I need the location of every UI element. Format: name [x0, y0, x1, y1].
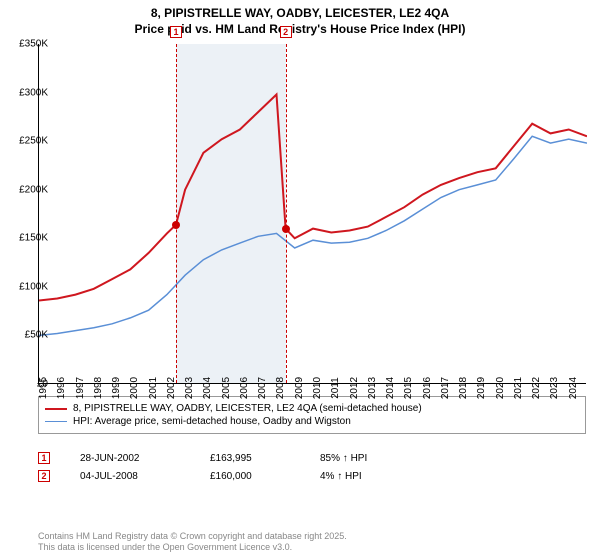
x-tick-label: 2012 — [349, 377, 360, 399]
title-subtitle: Price paid vs. HM Land Registry's House … — [0, 22, 600, 38]
annotation-marker: 2 — [280, 26, 292, 38]
legend-label: 8, PIPISTRELLE WAY, OADBY, LEICESTER, LE… — [73, 403, 422, 414]
annotation-marker: 1 — [170, 26, 182, 38]
sale-marker-icon: 2 — [38, 470, 50, 482]
x-tick-label: 2000 — [129, 377, 140, 399]
chart-area: 12 — [38, 44, 586, 384]
x-tick-label: 2023 — [549, 377, 560, 399]
x-tick-label: 2003 — [184, 377, 195, 399]
sale-delta: 85% ↑ HPI — [320, 453, 367, 464]
line-series — [39, 44, 587, 384]
chart-title: 8, PIPISTRELLE WAY, OADBY, LEICESTER, LE… — [0, 0, 600, 37]
x-tick-label: 1995 — [38, 377, 49, 399]
x-tick-label: 2017 — [440, 377, 451, 399]
x-tick-label: 1996 — [56, 377, 67, 399]
sale-delta: 4% ↑ HPI — [320, 471, 362, 482]
x-tick-label: 2020 — [495, 377, 506, 399]
x-tick-label: 2024 — [568, 377, 579, 399]
x-tick-label: 2014 — [385, 377, 396, 399]
x-tick-label: 2009 — [294, 377, 305, 399]
legend-swatch — [45, 408, 67, 410]
sale-row: 2 04-JUL-2008 £160,000 4% ↑ HPI — [38, 470, 586, 482]
legend-item: 8, PIPISTRELLE WAY, OADBY, LEICESTER, LE… — [45, 403, 579, 414]
legend-swatch — [45, 421, 67, 422]
x-tick-label: 2013 — [367, 377, 378, 399]
x-tick-label: 2004 — [202, 377, 213, 399]
sale-row: 1 28-JUN-2002 £163,995 85% ↑ HPI — [38, 452, 586, 464]
sale-price: £163,995 — [210, 453, 290, 464]
footer-line2: This data is licensed under the Open Gov… — [38, 542, 347, 554]
x-tick-label: 2015 — [403, 377, 414, 399]
y-tick-label: £250K — [8, 136, 48, 147]
sales-table: 1 28-JUN-2002 £163,995 85% ↑ HPI 2 04-JUL-200… — [38, 446, 586, 488]
title-address: 8, PIPISTRELLE WAY, OADBY, LEICESTER, LE… — [0, 6, 600, 22]
series-hpi — [39, 136, 587, 335]
x-tick-label: 1998 — [93, 377, 104, 399]
y-tick-label: £350K — [8, 39, 48, 50]
x-tick-label: 2006 — [239, 377, 250, 399]
x-tick-label: 1997 — [75, 377, 86, 399]
y-tick-label: £100K — [8, 281, 48, 292]
sale-point-dot — [172, 221, 180, 229]
x-tick-label: 2019 — [476, 377, 487, 399]
chart-container: 8, PIPISTRELLE WAY, OADBY, LEICESTER, LE… — [0, 0, 600, 560]
x-tick-label: 2016 — [422, 377, 433, 399]
x-tick-label: 2010 — [312, 377, 323, 399]
y-tick-label: £200K — [8, 184, 48, 195]
annotation-vline — [286, 44, 287, 383]
x-tick-label: 2005 — [221, 377, 232, 399]
sale-point-dot — [282, 225, 290, 233]
x-tick-label: 2011 — [330, 377, 341, 399]
y-tick-label: £300K — [8, 87, 48, 98]
series-price_paid — [39, 95, 587, 301]
footer-attribution: Contains HM Land Registry data © Crown c… — [38, 531, 347, 554]
sale-marker-icon: 1 — [38, 452, 50, 464]
sale-price: £160,000 — [210, 471, 290, 482]
y-tick-label: £150K — [8, 233, 48, 244]
legend-box: 8, PIPISTRELLE WAY, OADBY, LEICESTER, LE… — [38, 396, 586, 434]
legend-item: HPI: Average price, semi-detached house,… — [45, 416, 579, 427]
x-tick-label: 2001 — [148, 377, 159, 399]
x-tick-label: 2008 — [275, 377, 286, 399]
x-tick-label: 2021 — [513, 377, 524, 399]
x-tick-label: 2002 — [166, 377, 177, 399]
sale-date: 04-JUL-2008 — [80, 471, 180, 482]
x-tick-label: 1999 — [111, 377, 122, 399]
footer-line1: Contains HM Land Registry data © Crown c… — [38, 531, 347, 543]
y-tick-label: £50K — [8, 330, 48, 341]
sale-date: 28-JUN-2002 — [80, 453, 180, 464]
x-tick-label: 2022 — [531, 377, 542, 399]
plot-region: 12 — [38, 44, 586, 384]
legend-label: HPI: Average price, semi-detached house,… — [73, 416, 351, 427]
x-tick-label: 2018 — [458, 377, 469, 399]
annotation-vline — [176, 44, 177, 383]
x-tick-label: 2007 — [257, 377, 268, 399]
